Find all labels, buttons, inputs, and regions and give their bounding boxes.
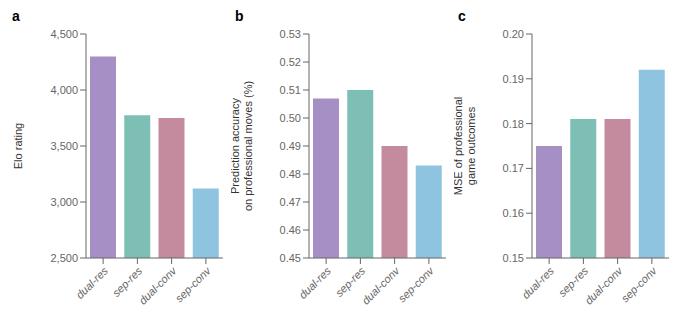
svg-text:0.19: 0.19 [503,73,524,85]
svg-text:0.50: 0.50 [280,112,301,124]
html-text:b: b [235,8,244,24]
svg-text:dual-res: dual-res [73,264,110,301]
svg-text:0.51: 0.51 [280,84,301,96]
svg-text:sep-conv: sep-conv [619,263,660,304]
svg-text:sep-res: sep-res [556,264,591,299]
svg-text:dual-res: dual-res [296,264,333,301]
svg-text:0.15: 0.15 [503,252,524,264]
svg-text:0.46: 0.46 [280,224,301,236]
svg-text:dual-conv: dual-conv [582,263,625,306]
svg-text:dual-conv: dual-conv [359,263,402,306]
svg-text:0.45: 0.45 [280,252,301,264]
html-text:c: c [458,8,466,24]
svg-text:Elo rating: Elo rating [12,123,24,169]
svg-text:0.16: 0.16 [503,207,524,219]
svg-text:MSE of professionalgame outcom: MSE of professionalgame outcomes [454,97,477,195]
svg-text:4,000: 4,000 [50,84,78,96]
svg-text:dual-conv: dual-conv [136,263,179,306]
svg-text:sep-res: sep-res [110,264,145,299]
svg-text:3,000: 3,000 [50,196,78,208]
svg-text:dual-res: dual-res [519,264,556,301]
svg-text:4,500: 4,500 [50,28,78,40]
svg-text:0.17: 0.17 [503,162,524,174]
svg-text:2,500: 2,500 [50,252,78,264]
svg-text:sep-conv: sep-conv [173,263,214,304]
svg-text:0.52: 0.52 [280,56,301,68]
html-text:a: a [12,8,20,24]
svg-text:0.18: 0.18 [503,118,524,130]
svg-text:0.47: 0.47 [280,196,301,208]
svg-text:0.48: 0.48 [280,168,301,180]
svg-text:0.49: 0.49 [280,140,301,152]
svg-text:sep-res: sep-res [333,264,368,299]
svg-text:Prediction accuracyon professi: Prediction accuracyon professional moves… [231,81,254,211]
svg-text:0.53: 0.53 [280,28,301,40]
svg-text:0.20: 0.20 [503,28,524,40]
svg-text:3,500: 3,500 [50,140,78,152]
svg-text:sep-conv: sep-conv [396,263,437,304]
